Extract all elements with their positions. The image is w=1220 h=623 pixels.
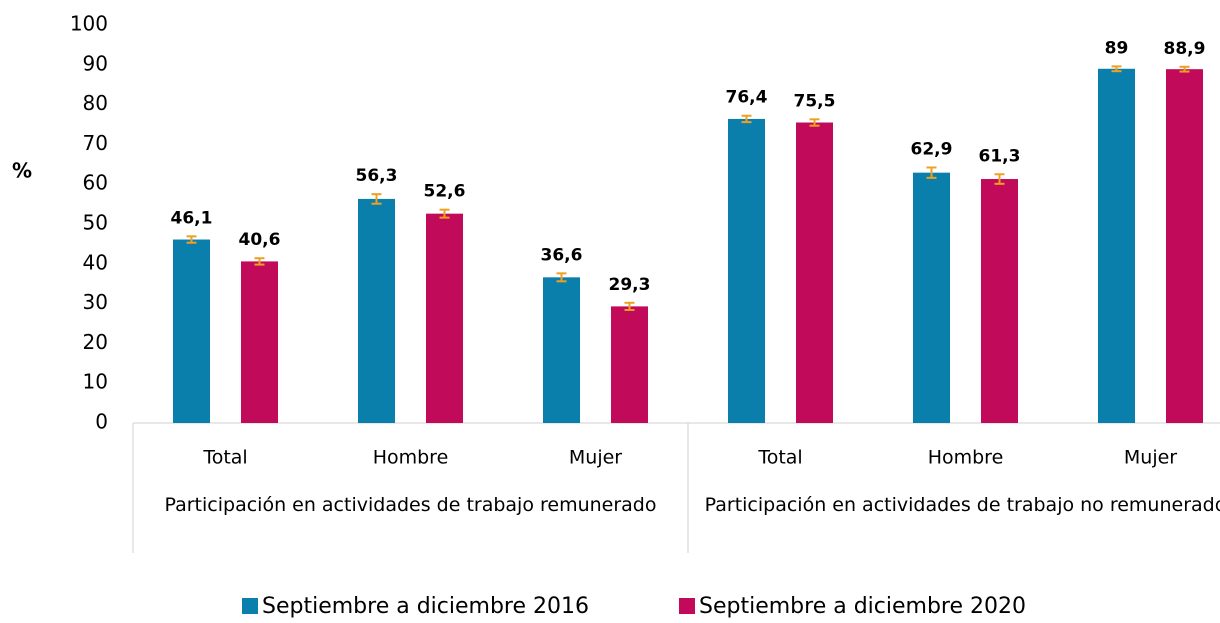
y-tick-label: 80 bbox=[83, 91, 108, 115]
x-tick-label: Total bbox=[757, 447, 802, 469]
data-label: 52,6 bbox=[424, 182, 466, 202]
legend-swatch bbox=[242, 598, 258, 614]
y-tick-label: 90 bbox=[83, 51, 108, 75]
bar bbox=[1098, 68, 1135, 423]
legend-label: Septiembre a diciembre 2020 bbox=[699, 594, 1026, 619]
data-label: 76,4 bbox=[726, 88, 768, 108]
bar bbox=[981, 179, 1018, 423]
data-label: 61,3 bbox=[979, 146, 1021, 166]
x-tick-label: Total bbox=[202, 447, 247, 469]
group-label: Participación en actividades de trabajo … bbox=[164, 494, 657, 516]
legend-swatch bbox=[679, 598, 695, 614]
bar bbox=[543, 277, 580, 423]
y-tick-label: 100 bbox=[70, 12, 108, 36]
x-tick-label: Hombre bbox=[373, 447, 449, 469]
bar bbox=[1166, 69, 1203, 423]
data-label: 46,1 bbox=[171, 208, 213, 228]
x-tick-label: Mujer bbox=[1124, 447, 1177, 469]
x-tick-label: Mujer bbox=[569, 447, 622, 469]
bar bbox=[426, 213, 463, 423]
y-tick-label: 10 bbox=[83, 370, 108, 394]
y-tick-label: 50 bbox=[83, 211, 108, 235]
data-label: 29,3 bbox=[609, 275, 651, 295]
x-tick-label: Hombre bbox=[928, 447, 1004, 469]
bar bbox=[913, 172, 950, 423]
bar bbox=[796, 122, 833, 423]
bar bbox=[358, 198, 395, 423]
data-label: 88,9 bbox=[1164, 39, 1206, 59]
data-label: 56,3 bbox=[356, 166, 398, 186]
y-tick-label: 20 bbox=[83, 330, 108, 354]
y-tick-label: 40 bbox=[83, 250, 108, 274]
data-label: 40,6 bbox=[239, 230, 281, 250]
legend-label: Septiembre a diciembre 2016 bbox=[262, 594, 589, 619]
group-label: Participación en actividades de trabajo … bbox=[704, 494, 1220, 516]
bar bbox=[241, 261, 278, 423]
data-label: 36,6 bbox=[541, 245, 583, 265]
bar bbox=[173, 239, 210, 423]
bar bbox=[728, 118, 765, 423]
data-label: 75,5 bbox=[794, 91, 836, 111]
y-tick-label: 0 bbox=[95, 410, 108, 434]
y-axis-label: % bbox=[12, 159, 32, 183]
y-tick-label: 30 bbox=[83, 290, 108, 314]
data-label: 62,9 bbox=[911, 139, 953, 159]
bar bbox=[611, 306, 648, 423]
data-label: 89 bbox=[1105, 38, 1129, 58]
y-tick-label: 60 bbox=[83, 171, 108, 195]
y-tick-label: 70 bbox=[83, 131, 108, 155]
